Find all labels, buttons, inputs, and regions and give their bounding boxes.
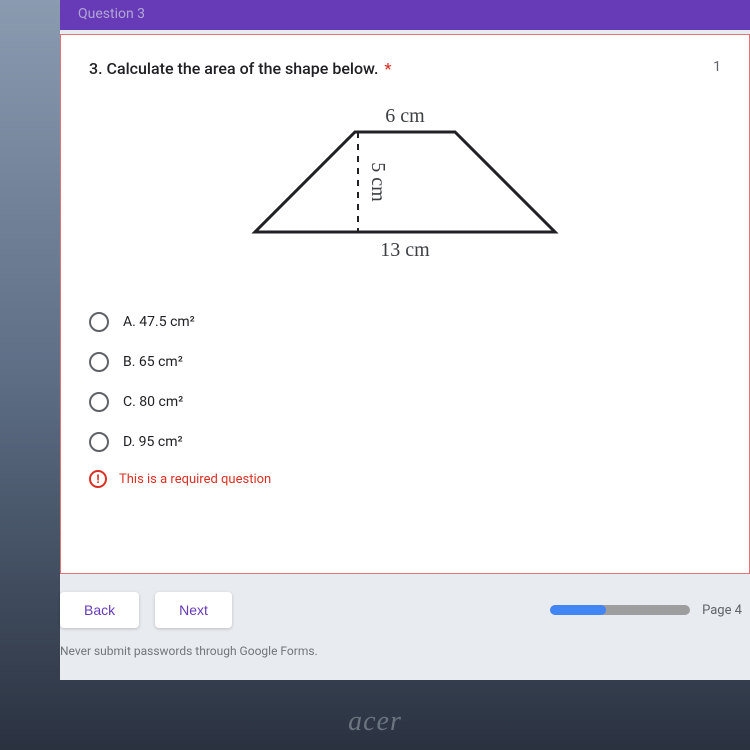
section-label: Question 3	[78, 6, 145, 22]
laptop-brand-label: acer	[348, 706, 402, 738]
question-number: 3.	[89, 59, 103, 78]
option-label: B. 65 cm²	[123, 354, 183, 370]
diagram-container: 6 cm 5 cm 13 cm	[89, 78, 721, 296]
radio-icon	[89, 392, 109, 412]
answer-options: A. 47.5 cm² B. 65 cm² C. 80 cm² D. 95 cm…	[89, 302, 721, 462]
question-points: 1	[693, 59, 721, 75]
privacy-footer: Never submit passwords through Google Fo…	[60, 628, 750, 658]
section-header: Question 3	[60, 0, 750, 30]
height-label: 5 cm	[367, 162, 389, 202]
top-side-label: 6 cm	[385, 105, 425, 127]
validation-error: ! This is a required question	[89, 470, 721, 488]
radio-icon	[89, 312, 109, 332]
option-c[interactable]: C. 80 cm²	[89, 382, 721, 422]
required-asterisk: *	[384, 59, 391, 78]
form-viewport: Question 3 3. Calculate the area of the …	[60, 0, 750, 680]
progress-fill	[550, 605, 606, 615]
option-d[interactable]: D. 95 cm²	[89, 422, 721, 462]
option-a[interactable]: A. 47.5 cm²	[89, 302, 721, 342]
radio-icon	[89, 352, 109, 372]
radio-icon	[89, 432, 109, 452]
question-header-row: 3. Calculate the area of the shape below…	[89, 59, 721, 78]
option-label: A. 47.5 cm²	[123, 314, 195, 330]
trapezoid-shape	[255, 132, 555, 232]
error-message: This is a required question	[119, 472, 271, 487]
alert-icon: !	[89, 470, 107, 488]
question-prompt: 3. Calculate the area of the shape below…	[89, 59, 391, 78]
page-indicator: Page 4	[702, 603, 742, 618]
navigation-row: Back Next Page 4	[60, 574, 750, 628]
option-label: D. 95 cm²	[123, 434, 183, 450]
trapezoid-diagram: 6 cm 5 cm 13 cm	[225, 102, 585, 272]
progress-bar	[550, 605, 690, 615]
back-button[interactable]: Back	[60, 592, 139, 628]
question-text-body: Calculate the area of the shape below.	[107, 59, 379, 78]
option-label: C. 80 cm²	[123, 394, 183, 410]
next-button[interactable]: Next	[155, 592, 232, 628]
bottom-side-label: 13 cm	[380, 239, 430, 261]
progress-container: Page 4	[248, 603, 750, 618]
option-b[interactable]: B. 65 cm²	[89, 342, 721, 382]
question-card: 3. Calculate the area of the shape below…	[60, 34, 750, 574]
